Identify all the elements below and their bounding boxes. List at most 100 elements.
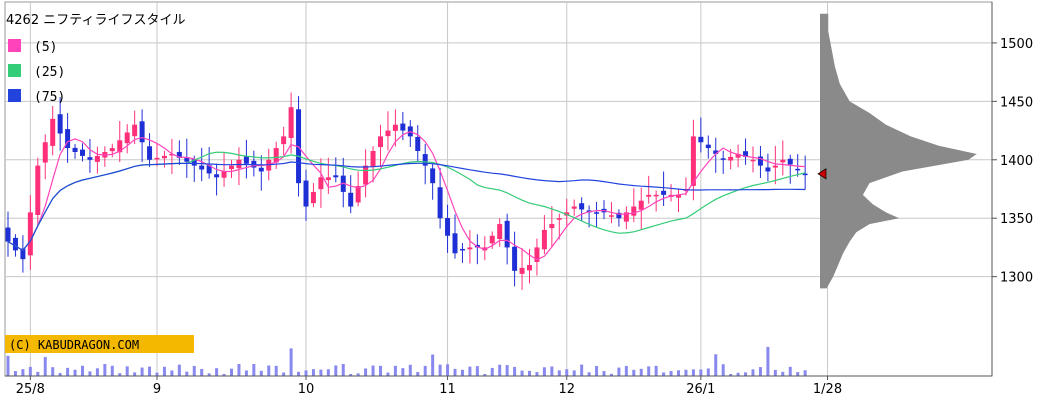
volume-bar [781,371,785,376]
candle-body [594,212,600,214]
price-tick-label: 1300 [1000,271,1033,286]
candle-body [623,212,629,222]
moving-average-line-75 [7,161,806,252]
candle-body [676,194,681,198]
candle-body [452,233,458,254]
volume-bar [632,369,636,376]
volume-bar [267,365,271,376]
candle-body [80,149,85,156]
candle-body [191,159,197,166]
volume-bar [21,369,25,376]
copyright-badge: (C) KABUDRAGON.COM [5,335,194,353]
volume-bar [349,373,353,376]
volume-bar [58,373,62,376]
candle-body [109,148,115,152]
volume-bar [200,368,204,376]
date-tick-label: 12 [558,382,575,397]
volume-bar [408,364,412,376]
volume-bar [103,364,107,376]
candle-body [117,140,123,153]
volume-bars [6,346,807,376]
candle-body [705,144,711,149]
candle-body [281,136,287,145]
moving-average-line-5 [7,131,806,261]
candle-body [698,136,704,143]
volume-bar [341,364,345,376]
moving-average-lines [7,131,827,261]
volume-bar [230,368,233,376]
candlesticks [5,92,808,290]
legend: (5) (25) (75) [8,39,65,105]
candle-body [735,153,741,158]
volume-bar [274,365,278,376]
price-axis: 1300 1350 1400 1450 1500 [991,2,1033,376]
candle-body [318,177,324,190]
candle-body [72,147,78,152]
volume-bar [483,373,487,376]
candle-body [363,165,369,185]
volume-bar [796,372,800,376]
volume-bar [252,364,256,376]
volume-bar [371,365,375,376]
date-tick-label: 11 [439,382,456,397]
volume-bar [788,366,792,376]
candle-body [221,171,227,178]
volume-bar [125,366,129,376]
candle-body [527,264,532,271]
candle-body [12,237,18,251]
candle-body [154,157,160,160]
candle-body [653,194,659,197]
candle-body [445,218,451,236]
candle-body [772,165,778,168]
volume-bar [192,365,196,376]
volume-bar [684,369,688,376]
volume-bar [557,370,561,376]
volume-bar [13,371,17,376]
volume-bar [542,367,546,376]
volume-bar [401,368,405,376]
candle-body [430,168,436,184]
candle-body [638,200,644,210]
candle-body [5,227,11,242]
volume-bar [572,370,576,376]
price-tick-label: 1500 [1000,37,1033,52]
volume-bar [475,366,479,376]
candle-body [169,153,175,156]
volume-bar [140,367,144,376]
volume-bar [751,369,755,376]
volume-bar [721,364,725,376]
candle-body [161,155,167,159]
volume-bar [177,364,181,376]
candle-body [571,206,577,209]
volume-bar [453,368,457,376]
volume-bar [43,356,47,376]
volume-bar [647,366,651,376]
volume-bar [259,370,263,376]
candle-body [370,151,376,167]
candle-body [229,165,234,170]
candle-body [214,174,220,178]
volume-bar [609,373,613,376]
last-price-marker [817,168,827,180]
volume-bar [356,373,360,376]
volume-bar [304,370,308,376]
legend-swatch-ma5 [8,39,21,52]
volume-bar [595,366,599,376]
date-tick-label: 9 [153,382,161,397]
volume-bar [297,371,301,376]
volume-bar [334,365,338,376]
volume-bar [565,369,569,376]
legend-swatch-ma75 [8,89,21,102]
candle-body [437,187,443,219]
volume-bar [170,370,174,376]
candle-body [378,136,383,148]
candle-body [661,190,667,195]
volume-bar [36,371,40,376]
candle-body [87,157,93,160]
volume-bar [587,372,591,376]
candle-body [422,154,428,166]
candle-body [258,167,264,172]
volume-bar [624,365,628,376]
candle-body [780,159,786,163]
